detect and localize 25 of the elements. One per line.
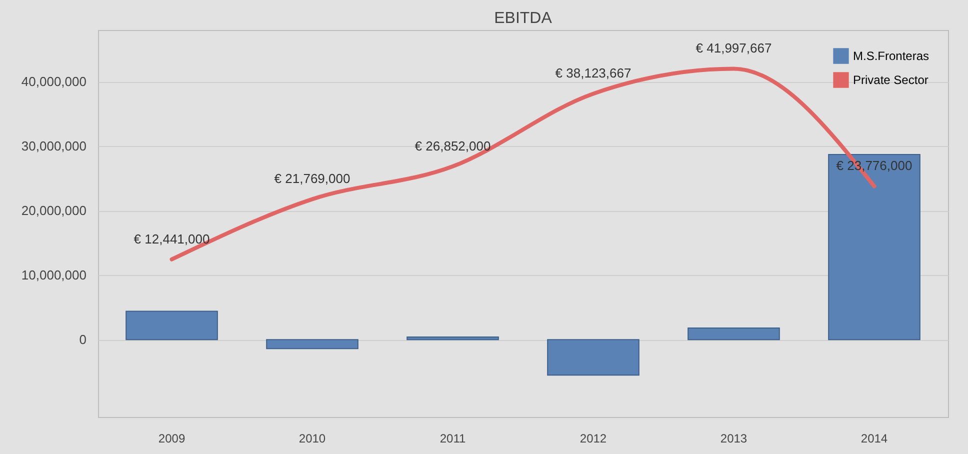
x-tick-label: 2011 [440,432,466,446]
data-label: € 26,852,000 [414,138,491,154]
x-tick-label: 2009 [158,432,186,446]
data-label: € 21,769,000 [274,171,350,186]
y-tick-label: 40,000,000 [21,74,86,90]
chart-title: EBITDA [494,10,552,27]
bar [406,336,499,340]
y-tick-label: 0 [79,332,86,348]
data-label: € 38,123,667 [555,66,632,81]
legend-label: M.S.Fronteras [853,49,930,63]
x-tick-label: 2014 [860,432,888,446]
y-tick-label: 10,000,000 [21,268,86,283]
x-tick-label: 2012 [580,432,607,446]
legend-label: Private Sector [853,73,928,87]
bar [828,154,920,340]
y-tick-label: 20,000,000 [21,203,86,218]
x-tick-label: 2013 [720,432,748,446]
data-label: € 41,997,667 [696,40,772,56]
data-label: € 12,441,000 [134,231,210,246]
bar [126,310,218,340]
bar [547,339,640,376]
y-tick-label: 30,000,000 [21,138,86,154]
x-tick-label: 2010 [298,432,326,446]
bar [266,339,358,350]
bar [688,327,780,340]
